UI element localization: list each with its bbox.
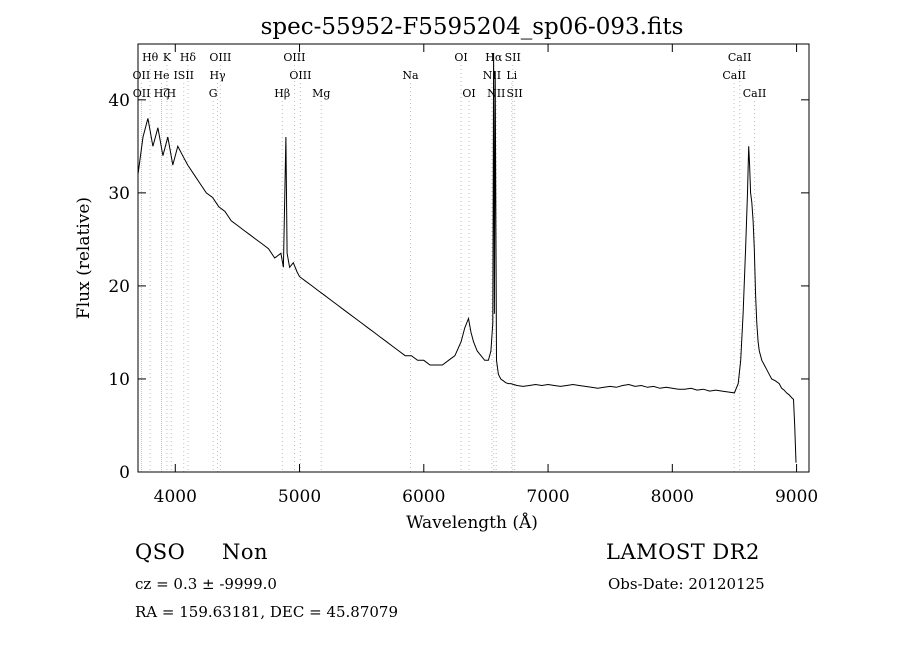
obs-date: Obs-Date: 20120125 <box>608 575 765 593</box>
line-label: Hθ <box>142 51 159 64</box>
y-tick-label: 10 <box>108 370 130 390</box>
line-label: K <box>163 51 172 64</box>
x-tick-label: 5000 <box>278 487 321 507</box>
line-label: OI <box>462 87 475 100</box>
y-tick-label: 40 <box>108 91 130 111</box>
line-label: Hδ <box>180 51 197 64</box>
line-label: CaII <box>728 51 752 64</box>
line-label: SII <box>505 51 521 64</box>
line-label: Li <box>506 69 517 82</box>
y-axis: 0 10 20 30 40 <box>108 91 809 483</box>
chart-title: spec-55952-F5595204_sp06-093.fits <box>261 14 684 40</box>
x-tick-label: 7000 <box>526 487 569 507</box>
line-label: NII <box>483 69 501 82</box>
y-axis-label: Flux (relative) <box>74 197 94 319</box>
x-tick-label: 8000 <box>651 487 694 507</box>
line-label: Hζ <box>154 87 170 100</box>
line-label: SII <box>507 87 523 100</box>
line-label: Hβ <box>274 87 290 100</box>
line-label: OI <box>454 51 467 64</box>
x-tick-label: 4000 <box>154 487 197 507</box>
line-markers <box>140 65 756 472</box>
y-tick-label: 20 <box>108 277 130 297</box>
redshift-cz: cz = 0.3 ± -9999.0 <box>135 575 277 593</box>
survey-name: LAMOST DR2 <box>606 540 760 564</box>
x-tick-label: 9000 <box>775 487 818 507</box>
y-tick-label: 30 <box>108 184 130 204</box>
line-label: OIII <box>289 69 311 82</box>
line-label: CaII <box>722 69 746 82</box>
x-axis-label: Wavelength (Å) <box>406 512 538 533</box>
line-label: OII <box>132 69 150 82</box>
spectrum-line <box>137 53 797 463</box>
line-label: ISII <box>173 69 194 82</box>
line-label: H <box>167 87 177 100</box>
x-tick-label: 6000 <box>402 487 445 507</box>
object-class: QSO <box>135 540 186 564</box>
line-label: NII <box>487 87 505 100</box>
plot-frame <box>137 43 810 473</box>
line-label: Mg <box>312 87 330 100</box>
line-label: OIII <box>283 51 305 64</box>
line-label: OIII <box>209 51 231 64</box>
x-axis: 4000 5000 6000 7000 8000 9000 <box>154 44 818 507</box>
line-label: G <box>209 87 218 100</box>
y-tick-label: 0 <box>119 463 130 483</box>
line-label: OII <box>133 87 151 100</box>
ra-dec: RA = 159.63181, DEC = 45.87079 <box>135 603 399 621</box>
line-label: Na <box>402 69 419 82</box>
line-label: Hγ <box>209 69 226 82</box>
object-subclass: Non <box>222 540 269 564</box>
line-label: He <box>153 69 169 82</box>
line-label: CaII <box>743 87 767 100</box>
